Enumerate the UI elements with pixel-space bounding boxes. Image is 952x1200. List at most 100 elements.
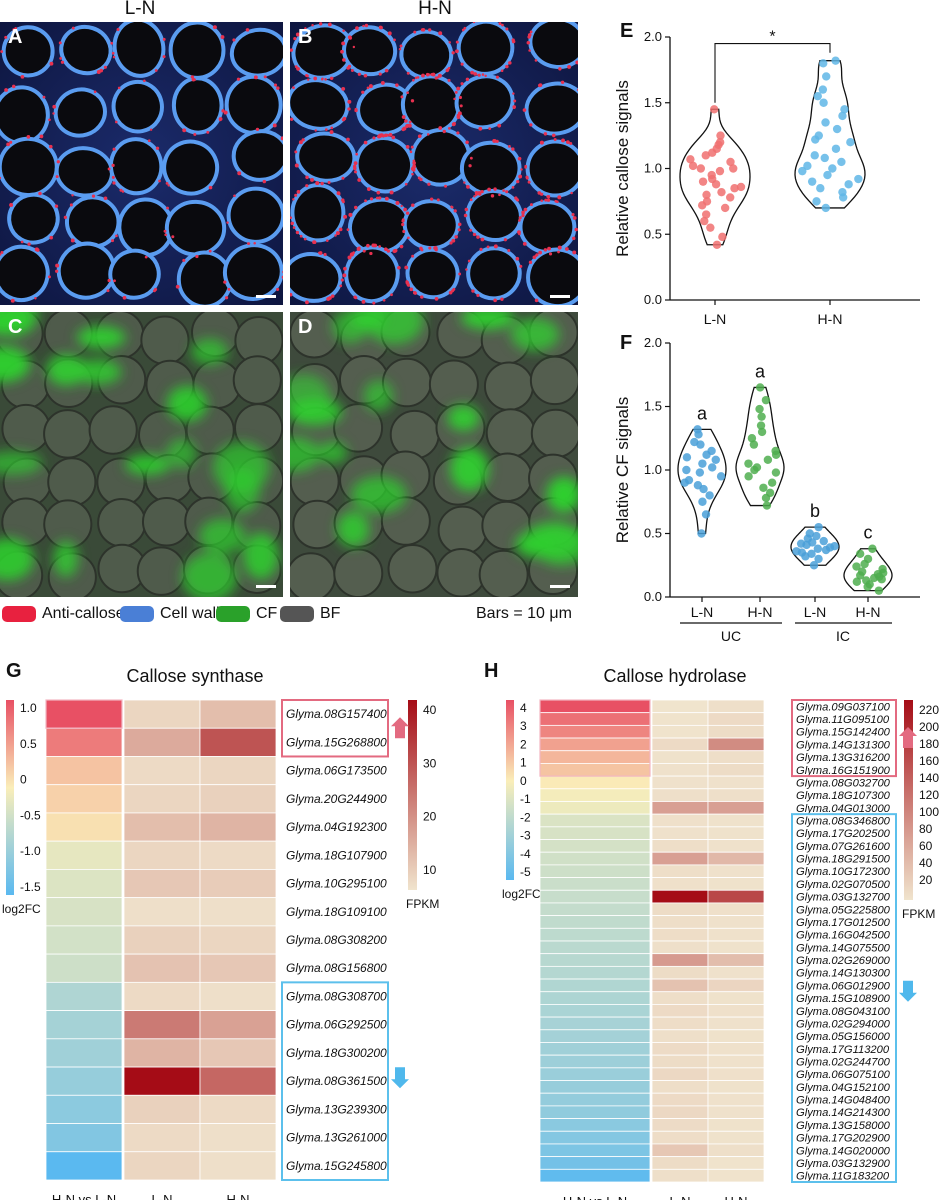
gene-label: Glyma.08G308700 [286, 989, 387, 1003]
callose-dot [380, 80, 385, 85]
fpkm-tick-label: 220 [919, 703, 939, 717]
heatmap-cell-ln [651, 712, 709, 726]
callose-dot [567, 64, 572, 69]
callose-dot [290, 48, 293, 52]
scale-note: Bars = 10 μm [476, 605, 572, 622]
callose-dot [537, 191, 542, 195]
cell [295, 131, 357, 183]
callose-dot [281, 275, 283, 279]
callose-dot [402, 229, 406, 234]
cf-patch [190, 338, 228, 365]
callose-dot [420, 248, 424, 252]
callose-dot [517, 156, 522, 161]
cf-patch [290, 437, 321, 472]
gene-label: Glyma.13G316200 [796, 752, 891, 764]
violin-f-2-point [809, 561, 819, 570]
callose-dot [411, 203, 415, 207]
violin-f-0-point [705, 491, 714, 500]
heatmap-cell-log2fc [539, 763, 651, 777]
fpkm-tick-label: 120 [919, 788, 939, 802]
violin-1-point [819, 59, 828, 68]
callose-dot [391, 135, 396, 140]
callose-dot [492, 139, 497, 143]
significance-mark: * [769, 29, 775, 46]
callose-dot [508, 61, 512, 65]
callose-dot [361, 299, 366, 304]
bf-cell [485, 408, 536, 458]
violin-f-2-point [814, 522, 823, 532]
callose-dot [412, 291, 417, 295]
callose-dot [551, 133, 556, 138]
callose-dot [557, 250, 560, 254]
callose-dot [571, 212, 575, 217]
callose-dot [566, 140, 570, 144]
gene-label: Glyma.15G268800 [286, 735, 387, 749]
callose-dot [409, 150, 413, 154]
callose-dot [546, 195, 550, 199]
legend-label-anti-callose: Anti-callose [42, 605, 125, 622]
callose-dot [336, 191, 341, 196]
callose-dot [26, 134, 31, 139]
callose-dot [534, 59, 538, 62]
cell [526, 247, 578, 305]
gene-label: Glyma.08G043100 [796, 1006, 891, 1018]
cell [112, 22, 166, 78]
callose-dot [448, 41, 451, 44]
callose-dot [247, 242, 251, 246]
violin-0-point [715, 166, 725, 176]
column-label-right: H-N [418, 0, 452, 19]
column-label-left: L-N [124, 0, 156, 19]
callose-dot [436, 198, 440, 202]
fpkm-tick-label: 20 [423, 810, 437, 824]
log2fc-tick-label: 0 [520, 774, 527, 788]
callose-dot [34, 297, 37, 300]
callose-dot [338, 227, 343, 232]
fpkm-label: FPKM [902, 907, 935, 921]
heatmap-cell-log2fc [45, 699, 123, 729]
callose-dot [296, 66, 300, 70]
cell [454, 74, 515, 130]
cell [290, 78, 350, 131]
callose-dot [165, 181, 169, 185]
heatmap-cell-log2fc [539, 927, 651, 942]
column-label: L-N [152, 1192, 173, 1200]
callose-dot [404, 119, 408, 123]
cf-patch [447, 404, 480, 431]
heatmap-cell-hn [707, 1105, 765, 1119]
callose-dot [71, 194, 74, 197]
callose-dot [163, 229, 167, 233]
callose-dot [484, 74, 487, 78]
callose-dot [315, 181, 320, 186]
callose-dot [410, 99, 415, 103]
panel-label-g: G [6, 660, 22, 682]
callose-dot [479, 247, 483, 251]
fpkm-tick-label: 200 [919, 720, 939, 734]
scale-bar-a [256, 295, 276, 298]
callose-dot [535, 253, 539, 257]
callose-dot [411, 254, 415, 258]
heatmap-cell-log2fc [539, 1118, 651, 1132]
callose-dot [353, 161, 358, 166]
callose-dot [348, 212, 353, 217]
callose-dot [378, 135, 382, 138]
fpkm-tick-label: 40 [919, 856, 933, 870]
callose-dot [352, 251, 356, 254]
heatmap-cell-hn [199, 699, 277, 729]
callose-dot [272, 123, 277, 128]
micrograph-b [290, 22, 578, 305]
bf-cell [389, 409, 440, 460]
heatmap-cell-hn [707, 1067, 765, 1081]
callose-dot [366, 187, 371, 191]
legend-swatch-cell-wall [120, 606, 154, 622]
callose-dot [512, 92, 515, 95]
callose-dot [520, 168, 523, 171]
callose-dot [9, 202, 14, 207]
heatmap-cell-hn [707, 724, 765, 739]
callose-dot [438, 126, 443, 130]
cell [231, 129, 283, 182]
callose-dot [400, 245, 404, 248]
violin-f-0-point [690, 437, 699, 447]
callose-dot [388, 133, 393, 137]
callose-dot [4, 35, 8, 39]
callose-dot [369, 251, 373, 256]
